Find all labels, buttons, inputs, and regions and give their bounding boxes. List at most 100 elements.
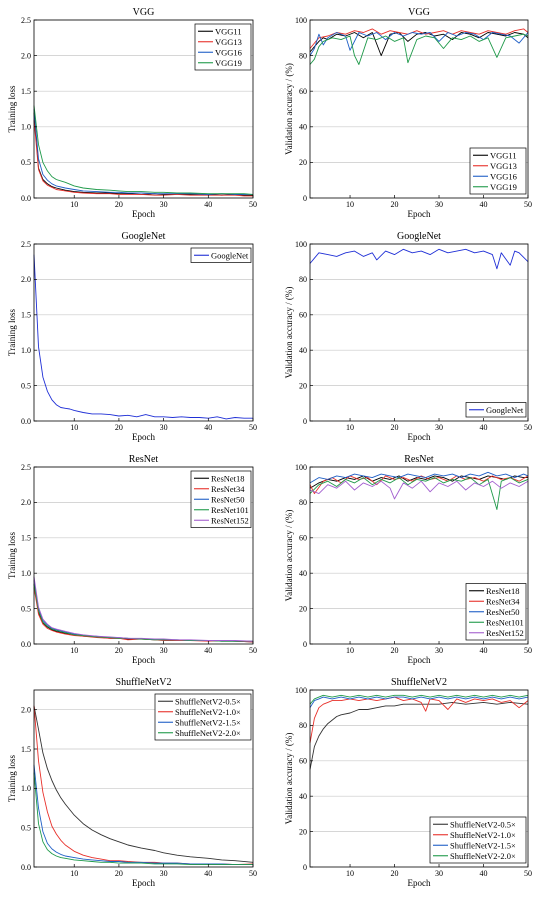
series-line-resnet50 <box>309 471 529 484</box>
series-line-vgg19 <box>309 33 529 65</box>
x-tick-label: 20 <box>115 646 123 655</box>
legend-entry: ResNet34 <box>486 596 520 606</box>
x-axis-label: Epoch <box>408 209 431 219</box>
x-tick-label: 50 <box>249 646 257 655</box>
chart-title: ResNet <box>129 454 159 465</box>
legend-entry: VGG16 <box>215 47 242 57</box>
y-tick-label: 2.5 <box>21 463 31 472</box>
y-axis-label: Training loss <box>7 85 17 132</box>
x-tick-label: 50 <box>524 646 532 655</box>
legend-entry: ShuffleNetV2-1.5× <box>450 840 516 850</box>
x-tick-label: 20 <box>391 646 399 655</box>
legend-entry: ShuffleNetV2-0.5× <box>175 696 241 706</box>
legend-entry: ShuffleNetV2-2.0× <box>450 851 516 861</box>
legend-entry: VGG19 <box>215 58 242 68</box>
y-tick-label: 0.0 <box>21 863 31 872</box>
series-line-vgg11 <box>33 112 253 196</box>
y-tick-label: 0.0 <box>21 417 31 426</box>
resnet-acc-panel: 10 20 30 40 50 0 20 40 60 80 100 ResNet Epoch Validat… <box>284 454 532 665</box>
y-tick-label: 80 <box>299 51 307 60</box>
x-tick-label: 20 <box>391 869 399 878</box>
legend-entry: ResNet18 <box>486 586 520 596</box>
series-line-googlenet <box>309 248 529 270</box>
legend-entry: ResNet18 <box>211 473 245 483</box>
series-line-vgg13 <box>33 119 253 197</box>
x-tick-label: 50 <box>524 200 532 209</box>
vgg-loss-panel: 10 20 30 40 50 0.0 0.5 1.0 1.5 2.0 2.5 VGG Epoch Trai… <box>7 7 257 219</box>
y-tick-label: 40 <box>299 792 307 801</box>
y-tick-label: 1.0 <box>21 569 31 578</box>
y-tick-label: 40 <box>299 123 307 132</box>
x-tick-label: 10 <box>346 200 354 209</box>
y-tick-label: 0 <box>303 640 307 649</box>
legend-entry: VGG13 <box>215 37 242 47</box>
x-axis-label: Epoch <box>408 655 431 665</box>
y-tick-label: 20 <box>299 158 307 167</box>
plot-frame <box>309 466 529 645</box>
y-tick-label: 0.5 <box>21 604 31 613</box>
chart-title: GoogleNet <box>397 231 441 242</box>
legend-box <box>465 402 527 418</box>
legend-entry: ShuffleNetV2-1.5× <box>175 717 241 727</box>
x-tick-label: 30 <box>160 646 168 655</box>
legend-entry: VGG19 <box>490 182 517 192</box>
legend-entry: ShuffleNetV2-1.0× <box>175 707 241 717</box>
shufflenet-loss-panel: 10 20 30 40 50 0.0 0.5 1.0 1.5 2.0 ShuffleNetV2 Epo… <box>7 677 257 888</box>
series-line-resnet152 <box>309 480 529 500</box>
x-tick-label: 40 <box>480 423 488 432</box>
x-tick-label: 40 <box>204 423 212 432</box>
y-tick-label: 0.5 <box>21 158 31 167</box>
legend: ResNet18ResNet34ResNet50ResNet101ResNet1… <box>190 470 252 528</box>
series-line-vgg16 <box>309 32 529 56</box>
x-tick-label: 20 <box>115 200 123 209</box>
x-tick-label: 30 <box>435 646 443 655</box>
y-tick-label: 60 <box>299 87 307 96</box>
plot-frame <box>33 466 254 645</box>
plot-frame <box>33 689 254 868</box>
y-tick-label: 60 <box>299 757 307 766</box>
x-tick-label: 20 <box>391 200 399 209</box>
legend-entry: ResNet50 <box>211 494 245 504</box>
x-tick-label: 10 <box>70 646 78 655</box>
x-axis-label: Epoch <box>408 878 431 888</box>
y-tick-label: 1.0 <box>21 784 31 793</box>
y-axis-label: Validation accuracy / (%) <box>284 733 294 825</box>
y-tick-label: 100 <box>295 463 307 472</box>
legend-entry: ResNet101 <box>486 617 524 627</box>
y-tick-label: 1.0 <box>21 123 31 132</box>
chart-title: ResNet <box>404 454 434 465</box>
legend-entry: VGG11 <box>490 150 517 160</box>
series-line-vgg11 <box>309 32 529 57</box>
y-tick-label: 80 <box>299 498 307 507</box>
x-tick-label: 20 <box>391 423 399 432</box>
x-tick-label: 10 <box>346 646 354 655</box>
legend: GoogleNet <box>465 402 527 418</box>
y-tick-label: 100 <box>295 686 307 695</box>
y-tick-label: 0.5 <box>21 823 31 832</box>
chart-title: VGG <box>408 7 430 18</box>
googlenet-acc-panel: 10 20 30 40 50 0 20 40 60 80 100 GoogleNet Epoch Vali… <box>284 231 532 442</box>
series-line-vgg13 <box>309 28 529 49</box>
legend-entry: GoogleNet <box>211 250 249 260</box>
y-tick-label: 80 <box>299 275 307 284</box>
y-tick-label: 2.0 <box>21 51 31 60</box>
y-tick-label: 1.5 <box>21 745 31 754</box>
x-tick-label: 40 <box>480 200 488 209</box>
plot-frame <box>309 19 529 199</box>
y-axis-label: Training loss <box>7 532 17 579</box>
chart-title: VGG <box>133 7 155 18</box>
x-tick-label: 50 <box>524 423 532 432</box>
x-tick-label: 30 <box>160 200 168 209</box>
series-line-vgg19 <box>33 105 254 195</box>
y-tick-label: 2.5 <box>21 240 31 249</box>
x-tick-label: 30 <box>435 423 443 432</box>
x-tick-label: 30 <box>435 200 443 209</box>
legend-entry: ResNet152 <box>211 515 249 525</box>
x-tick-label: 10 <box>70 200 78 209</box>
x-tick-label: 40 <box>204 646 212 655</box>
series-line-shufflenetv2-2-0- <box>309 694 529 705</box>
plot-frame <box>309 689 529 868</box>
x-tick-label: 30 <box>160 423 168 432</box>
y-tick-label: 1.5 <box>21 87 31 96</box>
